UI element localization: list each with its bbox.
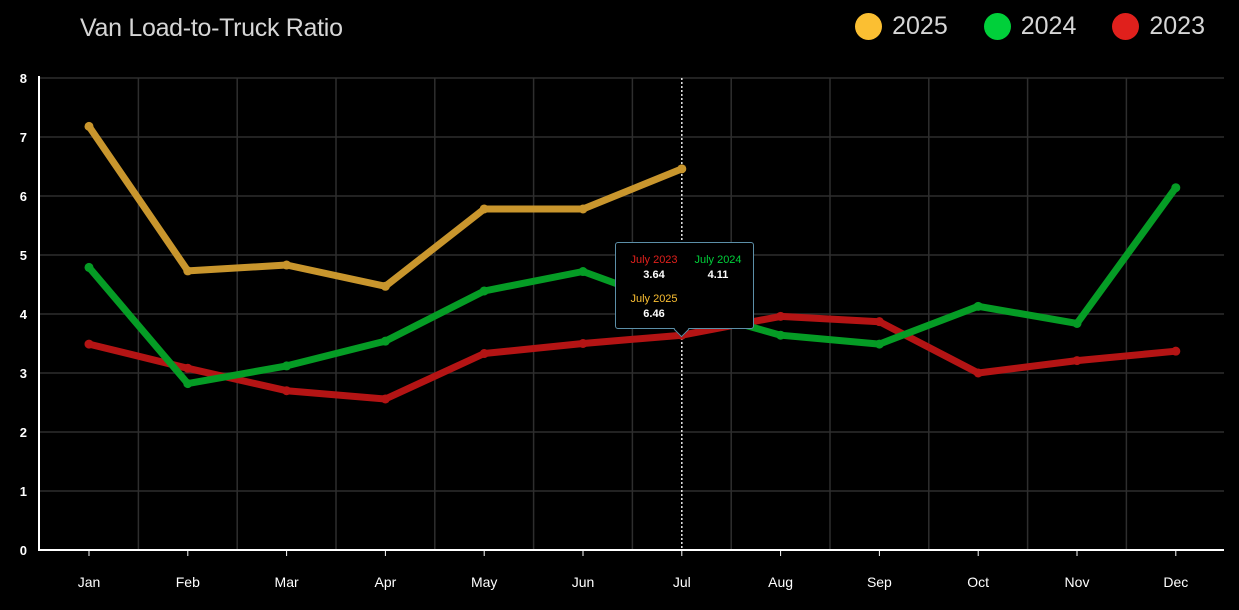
- data-point-2024-apr: [380, 336, 390, 346]
- data-point-2023-apr: [380, 394, 390, 404]
- data-point-2024-nov: [1072, 318, 1082, 328]
- data-point-2024-mar: [282, 361, 292, 371]
- data-point-2025-feb: [183, 266, 193, 276]
- tooltip-value-2023: 3.64: [643, 269, 665, 281]
- x-tick-label-nov: Nov: [1065, 574, 1090, 590]
- data-point-2023-may: [479, 349, 489, 359]
- tooltip-value-2025: 6.46: [643, 308, 665, 320]
- legend-swatch-2024: [983, 13, 1011, 40]
- legend-label-2025: 2025: [892, 12, 948, 40]
- data-point-2025-mar: [282, 260, 292, 270]
- legend-swatch-2023: [1112, 13, 1140, 40]
- data-point-2024-may: [479, 286, 489, 296]
- data-point-2025-jul: [677, 164, 687, 174]
- series-line-2023: [85, 312, 1180, 403]
- data-point-2023-nov: [1072, 356, 1082, 366]
- x-tick-label-jun: Jun: [572, 574, 595, 590]
- x-tick-label-apr: Apr: [375, 574, 397, 590]
- tooltip-entry-2024: July 2024 4.11: [688, 254, 748, 281]
- chart-legend: 2025 2024 2023: [819, 12, 1205, 41]
- x-tick-label-mar: Mar: [275, 574, 299, 590]
- y-tick-label-1: 1: [20, 484, 27, 499]
- tooltip-value-2024: 4.11: [707, 269, 729, 281]
- legend-label-2024: 2024: [1020, 12, 1077, 40]
- data-point-2023-jan: [84, 339, 94, 349]
- data-point-2023-jun: [578, 339, 588, 348]
- x-tick-label-feb: Feb: [176, 574, 200, 590]
- tooltip-label-2024: July 2024: [694, 254, 742, 266]
- chart-title: Van Load-to-Truck Ratio: [80, 14, 343, 42]
- x-tick-label-dec: Dec: [1163, 574, 1188, 590]
- y-tick-label-7: 7: [20, 130, 27, 145]
- x-tick-label-jul: Jul: [673, 574, 691, 590]
- data-point-2025-jun: [578, 204, 588, 214]
- y-tick-label-8: 8: [20, 71, 27, 86]
- legend-swatch-2025: [855, 13, 883, 40]
- data-point-2024-feb: [183, 379, 193, 389]
- legend-item-2025[interactable]: 2025: [855, 12, 948, 41]
- tooltip-label-2023: July 2023: [630, 254, 678, 266]
- data-point-2023-sep: [874, 317, 884, 327]
- legend-item-2024[interactable]: 2024: [983, 12, 1077, 41]
- tooltip-label-2025: July 2025: [630, 293, 678, 305]
- data-point-2024-sep: [874, 339, 884, 349]
- data-point-2025-jan: [84, 121, 94, 131]
- data-point-2024-oct: [973, 301, 983, 311]
- data-point-2024-jan: [84, 262, 94, 272]
- x-tick-label-oct: Oct: [967, 574, 989, 590]
- x-tick-label-sep: Sep: [867, 574, 892, 590]
- y-tick-label-4: 4: [20, 307, 28, 322]
- hover-tooltip: July 2023 3.64 July 2024 4.11 July 2025 …: [615, 242, 754, 329]
- x-tick-label-aug: Aug: [768, 574, 793, 590]
- data-point-2025-may: [479, 204, 489, 214]
- series-line-2025: [85, 122, 686, 290]
- data-point-2023-oct: [973, 368, 983, 378]
- legend-label-2023: 2023: [1149, 12, 1205, 40]
- tooltip-entry-2023: July 2023 3.64: [624, 254, 684, 281]
- data-point-2025-apr: [380, 281, 390, 291]
- data-point-2024-aug: [776, 330, 786, 340]
- y-tick-label-5: 5: [20, 248, 27, 263]
- legend-item-2023[interactable]: 2023: [1112, 12, 1205, 41]
- x-tick-label-jan: Jan: [78, 574, 101, 590]
- y-tick-label-0: 0: [20, 543, 27, 558]
- data-point-2024-jun: [578, 267, 588, 277]
- data-point-2023-dec: [1171, 346, 1181, 356]
- tooltip-entry-2025: July 2025 6.46: [624, 293, 684, 320]
- x-tick-label-may: May: [471, 574, 497, 590]
- y-tick-label-3: 3: [20, 366, 27, 381]
- y-tick-label-6: 6: [20, 189, 27, 204]
- y-tick-label-2: 2: [20, 425, 27, 440]
- data-point-2023-aug: [776, 311, 786, 321]
- data-point-2024-dec: [1171, 183, 1181, 193]
- data-point-2023-feb: [183, 363, 193, 373]
- data-point-2023-mar: [282, 386, 292, 396]
